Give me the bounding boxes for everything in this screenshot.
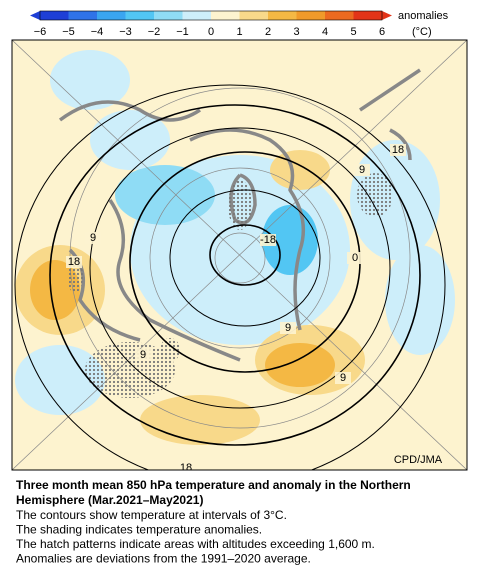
high-terrain	[67, 173, 393, 398]
colorbar-tick-label: −2	[148, 26, 161, 38]
contour-label: 0	[352, 252, 358, 264]
colorbar-segment	[182, 11, 211, 20]
contour-label: 9	[140, 349, 146, 361]
contour-label: 9	[90, 232, 96, 244]
colorbar-tick-label: −5	[62, 26, 75, 38]
colorbar-arrow	[382, 11, 392, 20]
contour-label-bg	[66, 256, 82, 268]
contour-label-bg	[354, 164, 370, 176]
colorbar-segment	[125, 11, 154, 20]
colorbar-tick-label: −3	[119, 26, 132, 38]
map-frame	[11, 39, 468, 471]
colorbar-tick-label: −1	[176, 26, 189, 38]
colorbar-tick-label: 3	[293, 26, 299, 38]
colorbar-tick-label: −4	[91, 26, 104, 38]
map: 18 9 -18 9 18 0 9 9 9 18	[12, 40, 467, 474]
colorbar-tick-label: 1	[236, 26, 242, 38]
caption-title: Three month mean 850 hPa temperature and…	[16, 478, 411, 492]
colorbar-arrow	[30, 11, 40, 20]
caption-note: The contours show temperature at interva…	[16, 508, 287, 522]
caption-note: Anomalies are deviations from the 1991–2…	[16, 552, 311, 566]
colorbar-segment	[239, 11, 268, 20]
contour-label-bg	[260, 234, 276, 246]
colorbar-tick-label: 0	[208, 26, 214, 38]
contour-label-bg	[135, 349, 151, 361]
contour-label-bg	[335, 372, 351, 384]
colorbar-segment	[97, 11, 126, 20]
colorbar-segment	[40, 11, 69, 20]
caption-note: The hatch patterns indicate areas with a…	[16, 537, 375, 551]
contour-label-bg	[178, 462, 194, 470]
colorbar-segment	[154, 11, 183, 20]
contour-label-bg	[390, 144, 406, 156]
colorbar: −6 −5 −4 −3 −2 −1 0 1 2 3 4 5 6	[30, 10, 392, 38]
colorbar-frame	[39, 10, 383, 21]
colorbar-tick-label: 6	[379, 26, 385, 38]
colorbar-tick-label: 4	[322, 26, 328, 38]
colorbar-segment	[211, 11, 240, 20]
contour-label: 9	[340, 372, 346, 384]
contour-label: 18	[392, 144, 404, 156]
contour-label: -18	[260, 234, 276, 246]
credit: CPD/JMA	[394, 454, 443, 466]
contour-label: 9	[359, 164, 365, 176]
caption-title: Hemisphere (Mar.2021–May2021)	[16, 493, 203, 507]
contour-label: 18	[68, 256, 80, 268]
colorbar-tick-label: 2	[265, 26, 271, 38]
contour-label-bg	[85, 232, 101, 244]
contour-label-bg	[347, 252, 363, 264]
colorbar-tick-label: −6	[34, 26, 47, 38]
colorbar-segment	[353, 11, 382, 20]
coastlines	[58, 68, 421, 362]
colorbar-segment	[268, 11, 297, 20]
contour-label: 18	[180, 462, 192, 474]
colorbar-tick-label: 5	[350, 26, 356, 38]
colorbar-segment	[68, 11, 97, 20]
colorbar-unit: (°C)	[412, 26, 432, 38]
colorbar-title: anomalies	[398, 10, 449, 22]
colorbar-segment	[296, 11, 325, 20]
caption-note: The shading indicates temperature anomal…	[16, 523, 262, 537]
contour-label-bg	[280, 322, 296, 334]
contour-label: 9	[285, 322, 291, 334]
colorbar-segment	[325, 11, 354, 20]
